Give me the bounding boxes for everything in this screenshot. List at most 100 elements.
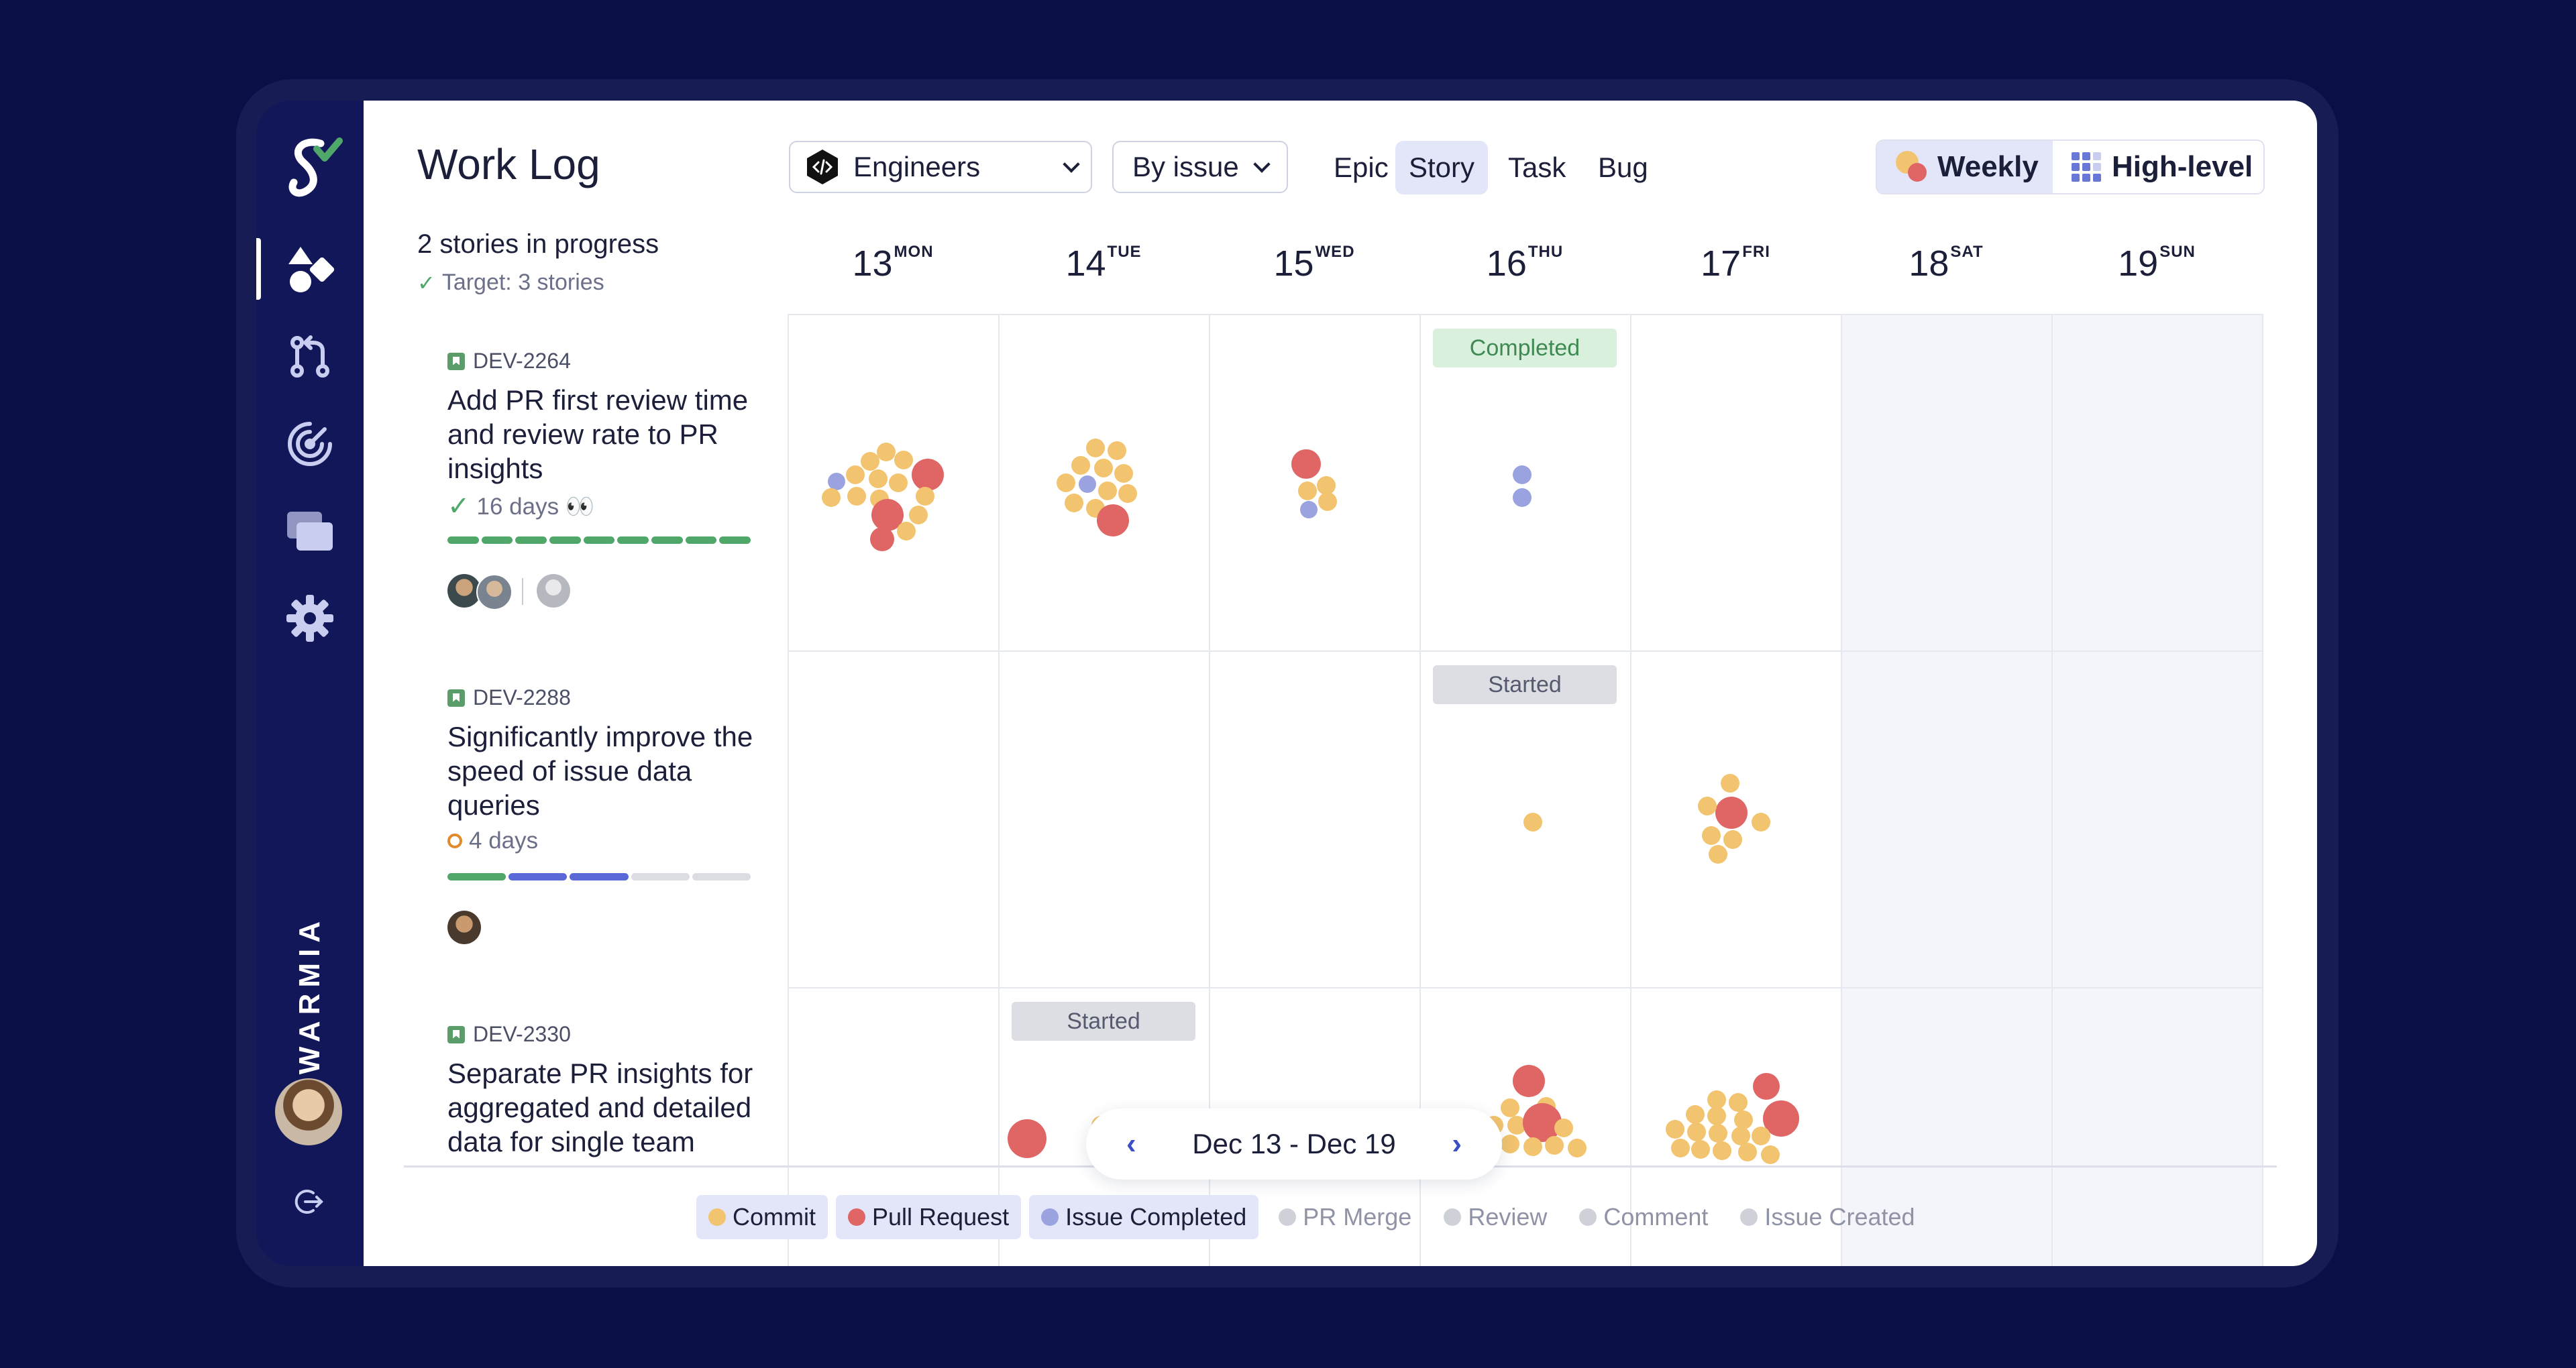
commit-dot[interactable] [1671,1139,1690,1157]
issue-item[interactable]: DEV-2264 Add PR first review time and re… [447,349,756,522]
commit-dot[interactable] [1086,439,1105,457]
commit-dot[interactable] [1752,813,1770,832]
commit-dot[interactable] [1702,826,1721,845]
tab-bug[interactable]: Bug [1598,152,1648,183]
commit-dot[interactable] [1317,476,1336,495]
radar-icon[interactable] [282,416,338,472]
pull-request-dot[interactable] [1513,1065,1545,1097]
team-dropdown[interactable]: Engineers [789,141,1092,193]
tab-task[interactable]: Task [1508,152,1566,183]
pull-request-dot[interactable] [870,527,894,551]
commit-dot[interactable] [1094,459,1113,477]
commit-dot[interactable] [894,451,913,469]
commit-dot[interactable] [1686,1105,1705,1124]
commit-dot[interactable] [1114,464,1133,483]
issue-completed-dot[interactable] [1300,501,1318,518]
logout-icon[interactable] [288,1182,329,1222]
commit-dot[interactable] [1108,441,1126,460]
view-high-level-button[interactable]: High-level [2053,141,2263,193]
pull-request-dot[interactable] [1753,1073,1780,1100]
legend-commit[interactable]: Commit [696,1195,828,1239]
commit-dot[interactable] [1523,813,1542,832]
commit-dot[interactable] [1723,830,1742,849]
legend-issue-completed[interactable]: Issue Completed [1029,1195,1259,1239]
pull-request-dot[interactable] [1097,504,1129,536]
commit-dot[interactable] [1501,1098,1519,1117]
commit-dot[interactable] [1523,1137,1542,1156]
commit-dot[interactable] [1071,456,1090,475]
check-icon: ✓ [417,270,435,295]
view-weekly-button[interactable]: Weekly [1877,141,2053,193]
legend-comment[interactable]: Comment [1567,1195,1720,1239]
commit-dot[interactable] [897,522,916,540]
commit-dot[interactable] [1691,1140,1710,1159]
commit-dot[interactable] [916,487,934,506]
commit-dot[interactable] [1713,1141,1731,1160]
pull-request-icon[interactable] [282,329,338,385]
commit-dot[interactable] [846,465,865,484]
commit-dot[interactable] [1707,1090,1726,1109]
commit-dot[interactable] [1707,1106,1726,1125]
commit-dot[interactable] [861,452,879,471]
commit-dot[interactable] [1568,1139,1587,1157]
issue-item[interactable]: DEV-2330 Separate PR insights for aggreg… [447,1022,756,1159]
avatar[interactable] [537,574,570,608]
issue-item[interactable]: DEV-2288 Significantly improve the speed… [447,685,756,854]
commit-dot[interactable] [1098,481,1117,500]
commit-dot[interactable] [1752,1127,1770,1145]
commit-dot[interactable] [822,488,841,507]
chevron-left-icon[interactable]: ‹ [1126,1127,1136,1160]
commit-dot[interactable] [1065,494,1083,512]
commit-dot[interactable] [1731,1127,1750,1145]
legend-pull-request[interactable]: Pull Request [836,1195,1022,1239]
team-dropdown-value: Engineers [853,151,981,182]
commit-dot[interactable] [1057,473,1075,492]
group-dropdown[interactable]: By issue [1112,141,1288,193]
commit-dot[interactable] [1721,774,1739,793]
commit-dot[interactable] [909,506,928,524]
commit-dot[interactable] [1554,1119,1573,1137]
commit-dot[interactable] [1709,1124,1727,1143]
commit-dot[interactable] [1698,797,1717,815]
commit-dot[interactable] [1545,1136,1564,1155]
avatar[interactable] [447,574,481,608]
avatar[interactable] [476,574,513,610]
calendar-grid: Completed Started Started [788,314,2263,1266]
chevron-right-icon[interactable]: › [1452,1127,1462,1160]
swarmia-logo-icon[interactable] [275,129,349,203]
cards-icon[interactable] [282,503,338,559]
commit-dot[interactable] [1709,845,1727,864]
legend-pr-merge[interactable]: PR Merge [1267,1195,1424,1239]
issue-completed-dot[interactable] [828,473,845,490]
pull-request-dot[interactable] [912,459,944,491]
commit-dot[interactable] [1687,1123,1706,1141]
commit-dot[interactable] [1738,1143,1757,1161]
commit-dot[interactable] [1761,1145,1780,1164]
commit-dot[interactable] [1501,1135,1519,1153]
work-log-icon[interactable] [282,241,338,298]
legend-review[interactable]: Review [1432,1195,1559,1239]
commit-dot[interactable] [1298,481,1317,500]
stories-in-progress: 2 stories in progress [417,229,659,259]
pull-request-dot[interactable] [1291,449,1321,479]
commit-dot[interactable] [1734,1110,1753,1129]
user-avatar[interactable] [275,1078,342,1145]
legend-issue-created[interactable]: Issue Created [1728,1195,1927,1239]
commit-dot[interactable] [847,487,866,506]
commit-dot[interactable] [869,469,888,488]
pull-request-dot[interactable] [1008,1119,1046,1158]
commit-dot[interactable] [1318,492,1337,511]
issue-completed-dot[interactable] [1079,475,1096,493]
commit-dot[interactable] [1729,1093,1748,1112]
commit-dot[interactable] [1118,484,1137,503]
commit-dot[interactable] [889,473,908,492]
commit-dot[interactable] [877,443,896,461]
commit-dot[interactable] [1666,1120,1684,1139]
pull-request-dot[interactable] [1715,797,1748,829]
tab-story[interactable]: Story [1395,141,1489,194]
avatar[interactable] [447,911,481,944]
issue-completed-dot[interactable] [1513,465,1532,484]
gear-icon[interactable] [282,590,338,646]
tab-epic[interactable]: Epic [1334,152,1389,183]
issue-completed-dot[interactable] [1513,488,1532,507]
